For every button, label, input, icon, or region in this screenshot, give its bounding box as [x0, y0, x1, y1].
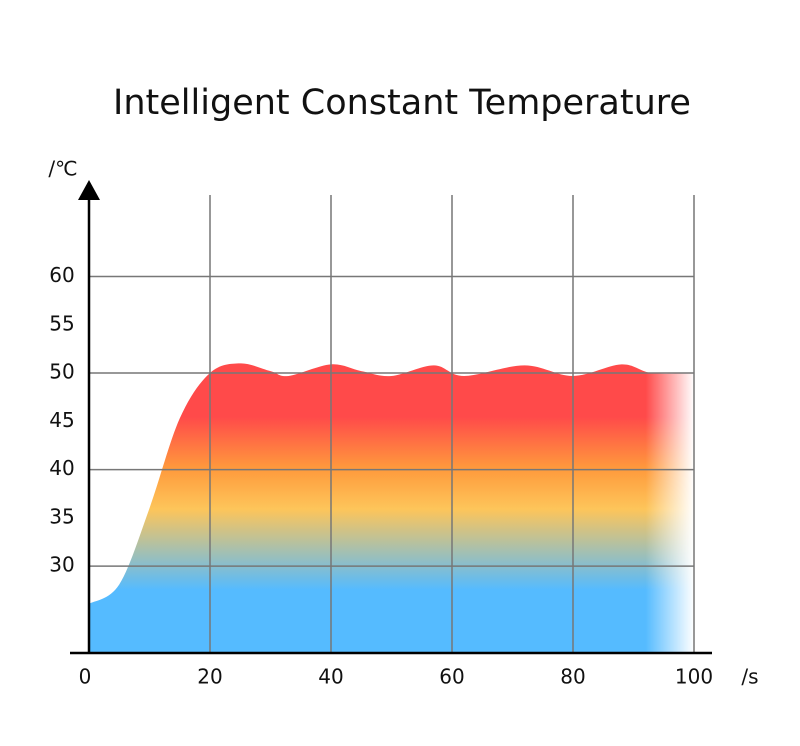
y-tick-label: 45 [49, 408, 74, 432]
x-tick-label: 20 [197, 665, 222, 689]
y-tick-label: 40 [49, 456, 74, 480]
x-tick-label: 60 [439, 665, 464, 689]
x-tick-label: 100 [675, 665, 713, 689]
x-tick-label: 40 [318, 665, 343, 689]
y-tick-label: 30 [49, 553, 74, 577]
x-tick-label: 0 [79, 665, 92, 689]
chart-title: Intelligent Constant Temperature [113, 83, 691, 123]
y-tick-label: 55 [49, 311, 74, 335]
y-tick-label: 50 [49, 360, 74, 384]
x-tick-label: 80 [560, 665, 585, 689]
y-axis-label: /℃ [48, 157, 77, 181]
area [89, 363, 694, 653]
y-tick-label: 60 [49, 263, 74, 287]
y-axis-arrow [78, 180, 100, 200]
y-tick-label: 35 [49, 504, 74, 528]
x-axis-label: /s [741, 665, 758, 689]
